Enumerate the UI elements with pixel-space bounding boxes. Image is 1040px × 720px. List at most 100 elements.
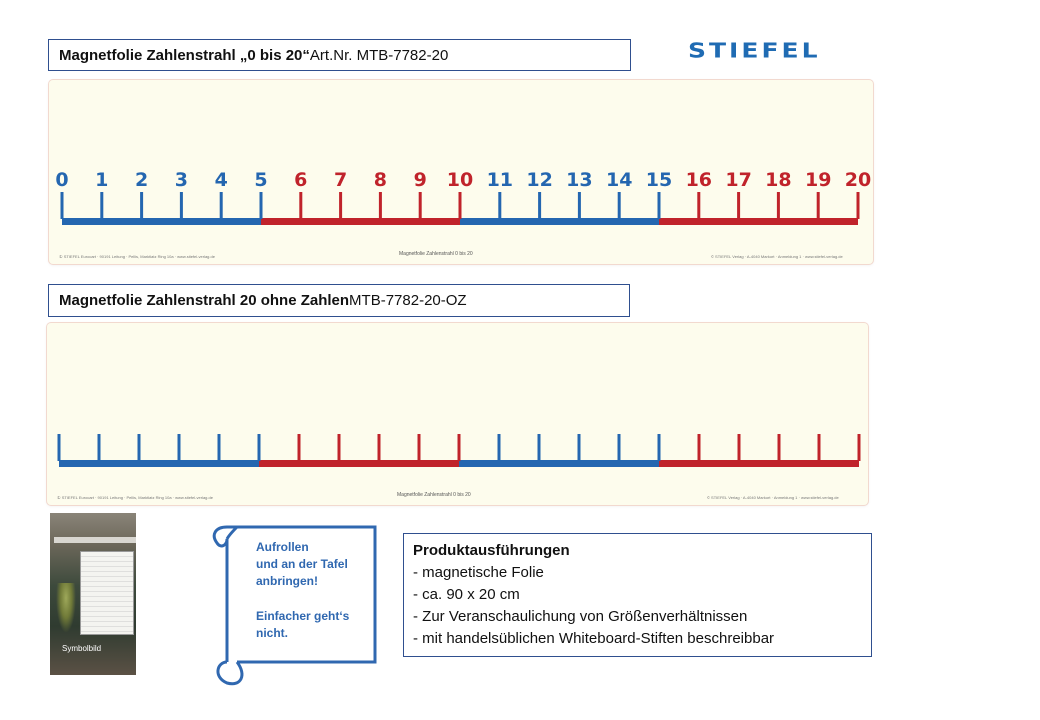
numberline-tick	[337, 434, 341, 461]
numberline-panel-blank: ① STIEFEL Eurocart · 90191 Leitung · Pel…	[47, 323, 868, 505]
scroll-line: anbringen!	[256, 574, 318, 588]
product-feature-item: - magnetische Folie	[413, 564, 544, 581]
numberline-segment	[659, 460, 859, 467]
brand-logo: STIEFEL	[688, 39, 821, 63]
numberline-tick	[217, 434, 221, 461]
numberline-tick	[417, 434, 421, 461]
numberline-label: 2	[135, 169, 148, 191]
title-article-number: Art.Nr. MTB-7782-20	[309, 46, 449, 64]
panel-footer-center: Magnetfolie Zahlenstrahl 0 bis 20	[397, 492, 471, 498]
scroll-line: nicht.	[256, 626, 288, 640]
numberline-label: 6	[294, 169, 307, 191]
numberline-panel-numbered: 0 1 2 3 4 5 6 7 8 9 10 11 12 13 14 15 16 17 18 19 20 ① STIEF…	[49, 80, 873, 264]
photo-whiteboard	[80, 551, 134, 635]
scroll-text-slogan: Einfacher geht‘s nicht.	[256, 608, 349, 642]
numberline-tick	[776, 192, 780, 219]
numberline-label: 14	[606, 169, 632, 191]
numberline-tick	[697, 434, 701, 461]
numberline-tick	[140, 192, 144, 219]
numberline-label: 15	[646, 169, 672, 191]
numberline-label: 12	[526, 169, 552, 191]
numberline-tick	[418, 192, 422, 219]
numberline-segment	[460, 218, 659, 225]
numberline-tick	[57, 434, 61, 461]
numberline-tick	[856, 192, 860, 219]
classroom-photo: Symbolbild	[50, 513, 136, 675]
numberline-label: 1	[95, 169, 108, 191]
photo-rail	[54, 537, 136, 543]
numberline-tick	[657, 434, 661, 461]
numberline-tick	[259, 192, 263, 219]
panel-footer-center: Magnetfolie Zahlenstrahl 0 bis 20	[399, 251, 473, 257]
numberline-label: 18	[765, 169, 791, 191]
numberline-tick	[97, 434, 101, 461]
numberline-tick	[179, 192, 183, 219]
photo-plant	[56, 583, 76, 633]
numberline-label: 0	[55, 169, 68, 191]
numberline-segment	[62, 218, 261, 225]
numberline-tick	[457, 434, 461, 461]
numberline-tick	[497, 434, 501, 461]
numberline-tick	[177, 434, 181, 461]
numberline-label: 3	[175, 169, 188, 191]
photo-caption: Symbolbild	[62, 644, 102, 653]
product-feature-item: - Zur Veranschaulichung von Größenverhäl…	[413, 608, 748, 625]
numberline-tick	[498, 192, 502, 219]
scroll-line: und an der Tafel	[256, 557, 348, 571]
numberline-label: 9	[414, 169, 427, 191]
panel-footer-right: © STIEFEL Verlag · A-4040 Markort · Anme…	[707, 495, 839, 500]
numberline-tick	[657, 192, 661, 219]
numberline-tick	[299, 192, 303, 219]
title-bold: Magnetfolie Zahlenstrahl „0 bis 20“	[59, 46, 310, 64]
numberline-tick	[857, 434, 861, 461]
numberline-tick	[817, 434, 821, 461]
numberline-label: 11	[487, 169, 513, 191]
numberline-tick	[737, 192, 741, 219]
numberline-tick	[219, 192, 223, 219]
title-bold: Magnetfolie Zahlenstrahl 20 ohne Zahlen	[59, 292, 350, 309]
numberline-tick	[816, 192, 820, 219]
panel-footer-right: © STIEFEL Verlag · A-4040 Markort · Anme…	[711, 254, 843, 259]
numberline-segment	[261, 218, 460, 225]
numberline-tick	[339, 192, 343, 219]
scroll-line: Aufrollen	[256, 540, 309, 554]
numberline-graphic	[57, 434, 861, 467]
numberline-tick	[458, 192, 462, 219]
numberline-tick	[617, 434, 621, 461]
scroll-icon	[212, 525, 377, 686]
numberline-tick	[577, 434, 581, 461]
numberline-label: 17	[725, 169, 751, 191]
numberline-label: 19	[805, 169, 831, 191]
numberline-label: 7	[334, 169, 347, 191]
numberline-label: 16	[686, 169, 712, 191]
numberline-tick	[377, 434, 381, 461]
numberline-tick	[378, 192, 382, 219]
panel-footer-left: ① STIEFEL Eurocart · 90191 Leitung · Pel…	[57, 495, 213, 500]
numberline-label: 10	[447, 169, 473, 191]
numberline-tick	[297, 434, 301, 461]
numberline-segment	[459, 460, 659, 467]
numberline-segment	[259, 460, 459, 467]
numberline-tick	[577, 192, 581, 219]
product-title-numbered: Magnetfolie Zahlenstrahl „0 bis 20“ Art.N…	[48, 39, 631, 71]
scroll-text-instruction: Aufrollen und an der Tafel anbringen!	[256, 539, 348, 590]
product-feature-item: - mit handelsüblichen Whiteboard-Stiften…	[413, 630, 775, 647]
title-article-number: MTB-7782-20-OZ	[349, 292, 467, 309]
numberline-label: 5	[254, 169, 267, 191]
product-title-blank: Magnetfolie Zahlenstrahl 20 ohne Zahlen …	[48, 284, 630, 317]
numberline-tick	[737, 434, 741, 461]
numberline-tick	[60, 192, 64, 219]
product-feature-item: - ca. 90 x 20 cm	[413, 586, 520, 603]
numberline-label: 4	[215, 169, 228, 191]
numberline-tick	[617, 192, 621, 219]
numberline-tick	[257, 434, 261, 461]
numberline-tick	[137, 434, 141, 461]
numberline-segment	[659, 218, 858, 225]
numberline-tick	[100, 192, 104, 219]
scroll-line: Einfacher geht‘s	[256, 609, 350, 623]
numberline-tick	[538, 192, 542, 219]
numberline-label: 13	[566, 169, 592, 191]
product-features-box: Produktausführungen - magnetische Folie …	[403, 533, 872, 657]
panel-footer-left: ① STIEFEL Eurocart · 90191 Leitung · Pel…	[59, 254, 215, 259]
numberline-label: 20	[845, 169, 871, 191]
